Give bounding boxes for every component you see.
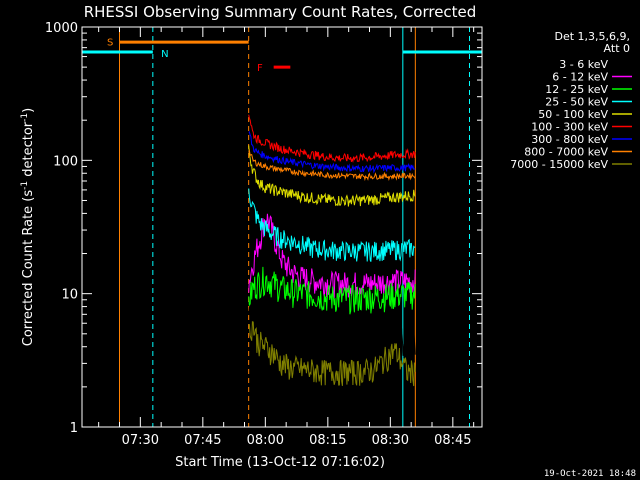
y-tick-label-1: 1 — [70, 421, 78, 436]
series-line-7000-15000-kev — [248, 321, 416, 387]
legend-label-100-300-kev: 100 - 300 keV — [531, 121, 608, 134]
y-axis-label-sup1: -1 — [20, 181, 30, 190]
legend-label-12-25-kev: 12 - 25 keV — [545, 83, 608, 96]
series-line-100-300-kev — [248, 114, 416, 164]
series-line-25-50-kev — [248, 188, 416, 262]
flag-label-n: N — [161, 49, 168, 60]
legend-label-800-7000-kev: 800 - 7000 keV — [524, 146, 608, 159]
x-tick-label-08-45: 08:45 — [434, 433, 471, 448]
y-tick-label-1000: 1000 — [45, 21, 78, 36]
y-tick-label-10: 10 — [61, 288, 78, 303]
y-axis-label-end: ) — [21, 108, 36, 113]
flag-label-f: F — [257, 63, 263, 74]
legend-label-6-12-kev: 6 - 12 keV — [552, 71, 608, 84]
y-axis-label-sup2: -1 — [20, 113, 30, 122]
series-line-6-12-kev — [248, 213, 416, 298]
plot-frame — [81, 26, 483, 428]
footer-timestamp: 19-Oct-2021 18:48 — [544, 469, 636, 479]
x-tick-label-08-30: 08:30 — [372, 433, 409, 448]
y-tick-label-100: 100 — [53, 154, 78, 169]
instrument-flags: S N F — [82, 27, 482, 427]
chart-title: RHESSI Observing Summary Count Rates, Co… — [84, 3, 477, 21]
legend-header-1: Att 0 — [604, 42, 630, 55]
series-line-300-800-kev — [248, 131, 416, 174]
x-tick-label-08-00: 08:00 — [247, 433, 284, 448]
legend-label-25-50-kev: 25 - 50 keV — [545, 96, 608, 109]
series-line-50-100-kev — [248, 145, 416, 207]
x-axis-label: Start Time (13-Oct-12 07:16:02) — [175, 455, 385, 470]
x-tick-label-08-15: 08:15 — [309, 433, 346, 448]
flag-label-s: S — [107, 37, 113, 48]
legend-header-0: Det 1,3,5,6,9, — [554, 30, 630, 43]
y-axis-label: Corrected Count Rate (s-1 detector-1) — [20, 108, 36, 346]
legend-label-7000-15000-kev: 7000 - 15000 keV — [510, 158, 608, 171]
legend-label-3-6-kev: 3 - 6 keV — [559, 58, 608, 71]
legend-label-50-100-kev: 50 - 100 keV — [538, 108, 608, 121]
legend-label-300-800-kev: 300 - 800 keV — [531, 133, 608, 146]
series-line-12-25-kev — [248, 266, 416, 315]
series-line-800-7000-kev — [248, 148, 416, 182]
series-line-3-6-kev — [248, 220, 416, 364]
y-axis-label-mid: detector — [21, 121, 36, 181]
y-axis-label-main: Corrected Count Rate (s — [21, 190, 36, 347]
axes: 1 10 100 1000 07:30 07:45 08:00 08:15 08:30 08:45 — [45, 21, 482, 448]
x-tick-label-07-30: 07:30 — [122, 433, 159, 448]
x-tick-label-07-45: 07:45 — [184, 433, 221, 448]
series-group — [248, 114, 416, 387]
